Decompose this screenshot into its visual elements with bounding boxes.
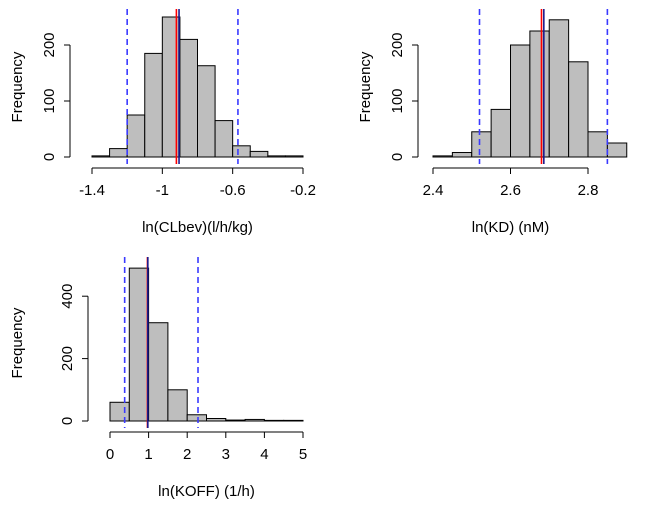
x-tick-label: -0.2 [290, 182, 316, 199]
bar [179, 38, 199, 158]
y-tick-label: 0 [389, 153, 406, 161]
y-tick-label: 100 [389, 88, 406, 113]
bar [144, 52, 163, 158]
x-tick-label: 5 [299, 446, 307, 463]
bar [206, 418, 227, 422]
bar [225, 419, 246, 422]
x-tick-label: 2 [183, 446, 191, 463]
bar [451, 152, 473, 158]
bar [490, 108, 511, 158]
bar [548, 19, 570, 158]
bar [568, 61, 589, 158]
y-tick-label: 100 [41, 88, 58, 113]
bar [161, 16, 181, 158]
x-tick-label: 2.8 [578, 182, 599, 199]
y-axis-label: Frequency [357, 51, 374, 122]
x-tick-label: -1.4 [79, 182, 105, 199]
bar [232, 145, 251, 158]
bar [267, 155, 286, 158]
bar [128, 267, 150, 422]
bar [186, 414, 207, 422]
y-tick-label: 200 [41, 32, 58, 57]
bar [197, 65, 216, 158]
bar [148, 322, 169, 422]
bar [510, 44, 531, 158]
x-axis-label: ln(KD) (nM) [472, 219, 550, 236]
bar [91, 155, 111, 158]
bar [283, 419, 304, 422]
bar [263, 419, 285, 422]
x-tick-label: -1 [156, 182, 169, 199]
bar [167, 389, 188, 422]
bar [109, 148, 128, 158]
y-axis-label: Frequency [9, 307, 26, 378]
x-tick-label: 2.4 [423, 182, 444, 199]
bar [244, 418, 265, 422]
y-tick-label: 0 [41, 153, 58, 161]
x-axis-label: ln(CLbev)(l/h/kg) [142, 219, 253, 236]
bar [126, 114, 146, 158]
y-axis-label: Frequency [9, 51, 26, 122]
y-tick-label: 200 [59, 346, 76, 371]
y-tick-label: 200 [389, 32, 406, 57]
x-tick-label: 0 [106, 446, 114, 463]
bar [214, 120, 234, 158]
bar [529, 30, 550, 158]
bar [587, 131, 608, 158]
x-axis-label: ln(KOFF) (1/h) [158, 483, 255, 500]
bar [471, 131, 492, 158]
bar [606, 142, 628, 158]
x-tick-label: 4 [260, 446, 268, 463]
y-tick-label: 0 [59, 417, 76, 425]
bar [432, 155, 453, 158]
x-tick-label: -0.6 [220, 182, 246, 199]
y-tick-label: 400 [59, 284, 76, 309]
x-tick-label: 1 [144, 446, 152, 463]
bar [109, 401, 130, 422]
bar [284, 155, 304, 158]
x-tick-label: 2.6 [500, 182, 521, 199]
x-tick-label: 3 [222, 446, 230, 463]
bar [249, 150, 269, 158]
